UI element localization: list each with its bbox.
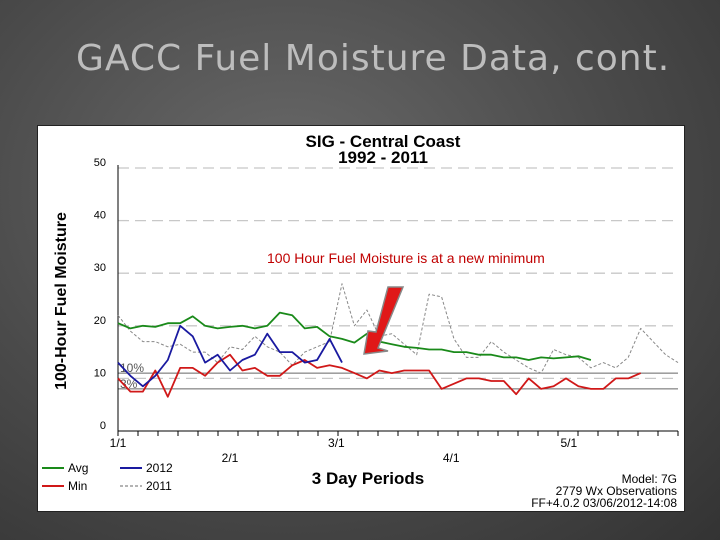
series-2011: [117, 283, 679, 374]
x-tick-label: 4/1: [443, 451, 460, 465]
axes: 0 10 20 30 40 50 1/1 2/1 3/1 4/1 5/1: [94, 157, 679, 465]
series-min: [117, 353, 642, 398]
x-tick-label: 1/1: [110, 436, 127, 450]
series-2012: [117, 324, 343, 388]
y-axis-label: 100-Hour Fuel Moisture: [53, 212, 70, 390]
y-tick-label: 50: [94, 157, 106, 169]
grid-lines: [118, 167, 678, 380]
x-tick-label: 3/1: [328, 436, 345, 450]
y-tick-label: 20: [94, 315, 106, 327]
slide-title: GACC Fuel Moisture Data, cont.: [76, 38, 671, 79]
chart-panel: SIG - Central Coast 1992 - 2011 100-Hour…: [37, 125, 685, 512]
chart-subtitle: 1992 - 2011: [338, 148, 428, 167]
legend-label: 2011: [146, 479, 172, 493]
fuel-moisture-chart: SIG - Central Coast 1992 - 2011 100-Hour…: [42, 132, 679, 510]
model-info: Model: 7G: [622, 472, 677, 486]
y-tick-label: 40: [94, 210, 106, 222]
threshold-lines: 10%3%: [118, 361, 678, 391]
series-avg: [117, 311, 592, 361]
observations-info: 2779 Wx Observations: [556, 484, 677, 498]
version-info: FF+4.0.2 03/06/2012-14:08: [531, 496, 677, 510]
chart-title: SIG - Central Coast: [306, 132, 461, 151]
y-tick-label: 10: [94, 367, 106, 379]
y-tick-label: 30: [94, 262, 106, 274]
annotation-arrow-icon: [363, 286, 405, 355]
x-axis-label: 3 Day Periods: [312, 469, 424, 488]
legend: Avg 2012 Min 2011: [42, 461, 173, 493]
x-tick-label: 2/1: [222, 451, 239, 465]
threshold-label: 3%: [120, 377, 138, 391]
y-tick-label: 0: [100, 420, 106, 432]
annotation-text: 100 Hour Fuel Moisture is at a new minim…: [267, 250, 545, 266]
series-lines: [117, 283, 679, 398]
legend-label: 2012: [146, 461, 173, 475]
legend-label: Min: [68, 479, 87, 493]
x-tick-label: 5/1: [560, 436, 577, 450]
legend-label: Avg: [68, 461, 88, 475]
